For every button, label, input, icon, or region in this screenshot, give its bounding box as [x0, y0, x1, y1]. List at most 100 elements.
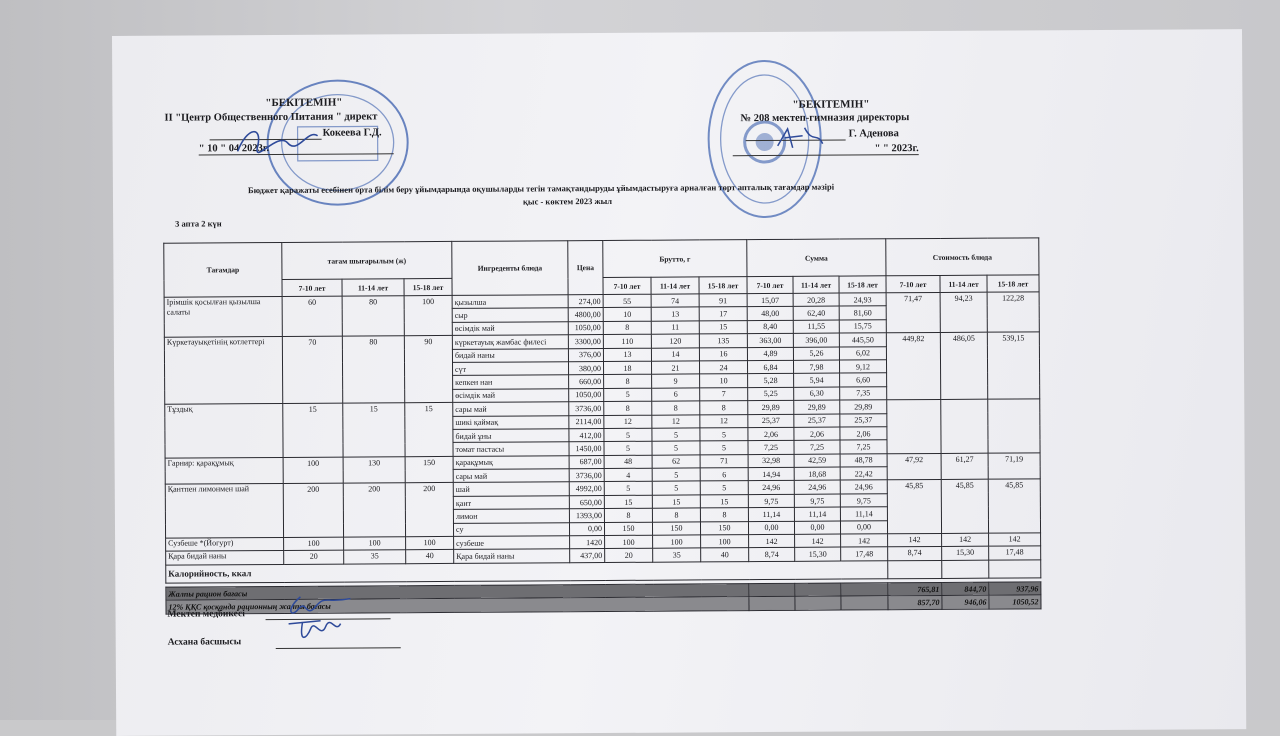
dish-portion: 20	[283, 550, 344, 565]
ingredient-brutto: 150	[604, 521, 653, 536]
dish-portion: 15	[282, 403, 344, 458]
ingredient-sum: 363,00	[747, 333, 794, 348]
dish-portion: 15	[404, 402, 454, 457]
ingredient-price: 274,00	[568, 294, 604, 309]
dish-portion: 40	[405, 549, 454, 564]
ingredient-brutto: 62	[652, 454, 701, 469]
ingredient-sum: 8,40	[747, 320, 794, 334]
ingredient-name: сузбеше	[453, 535, 570, 550]
dish-name: Ірімшік қосылған қызылша салаты	[164, 296, 283, 338]
ingredient-price: 660,00	[568, 374, 604, 389]
ingredient-sum: 11,14	[794, 507, 841, 521]
ingredient-name: сары май	[452, 401, 569, 416]
ingredient-sum: 22,42	[840, 466, 888, 481]
ingredient-name: лимон	[453, 508, 570, 524]
header-age-cost: 11-14 лет	[939, 275, 988, 293]
ingredient-brutto: 12	[651, 414, 700, 429]
document-subtitle: қыс - көктем 2023 жыл	[522, 195, 613, 207]
ingredient-name: қант	[453, 495, 570, 510]
ingredient-sum: 9,75	[840, 493, 888, 508]
dish-name: Тұздық	[164, 403, 284, 458]
dish-portion: 130	[343, 456, 406, 484]
ingredient-brutto: 8	[603, 401, 652, 416]
dish-portion: 200	[283, 483, 344, 538]
approval-left-title: "БЕКІТЕМІН"	[265, 96, 343, 110]
ingredient-brutto: 8	[603, 320, 652, 335]
ingredient-brutto: 48	[604, 454, 653, 469]
ingredient-brutto: 8	[700, 507, 749, 522]
ingredient-brutto: 15	[604, 495, 653, 509]
header-age-portion: 15-18 лет	[403, 278, 453, 296]
ingredient-price: 3736,00	[569, 468, 605, 483]
ingredient-brutto: 120	[651, 334, 700, 348]
ingredient-sum: 81,60	[839, 306, 887, 320]
ingredient-name: сары май	[453, 468, 570, 483]
ingredient-sum: 6,60	[839, 373, 887, 387]
ingredient-brutto: 7	[699, 387, 748, 402]
ingredient-name: сыр	[452, 308, 569, 323]
ingredient-sum: 7,35	[839, 386, 887, 401]
ingredient-price: 3300,00	[568, 334, 604, 349]
ingredient-brutto: 15	[699, 320, 748, 335]
dish-cost: 539,15	[987, 332, 1040, 400]
ingredient-name: бидай наны	[452, 348, 569, 363]
ingredient-brutto: 5	[652, 467, 701, 482]
ingredient-sum: 24,93	[839, 292, 887, 307]
header-price: Цена	[567, 240, 604, 295]
dish-cost: 94,23	[940, 292, 988, 333]
header-dishes: Тағамдар	[163, 242, 283, 298]
dish-cost: 45,85	[988, 479, 1041, 534]
dish-cost: 17,48	[988, 546, 1041, 560]
ingredient-brutto: 74	[651, 293, 700, 308]
total-blank	[748, 583, 795, 597]
dish-portion: 80	[342, 295, 405, 337]
header-age-brutto: 7-10 лет	[602, 277, 652, 295]
vat-total-value: 1050,52	[988, 595, 1042, 609]
week-day-label: 3 апта 2 күн	[175, 218, 222, 229]
ingredient-brutto: 8	[604, 508, 653, 523]
dish-portion: 100	[283, 537, 344, 551]
dish-portion: 200	[343, 483, 406, 538]
ingredient-brutto: 4	[604, 468, 653, 482]
ingredient-sum: 24,96	[840, 480, 888, 494]
ingredient-brutto: 18	[603, 361, 652, 375]
header-age-sum: 15-18 лет	[838, 275, 887, 294]
ingredient-sum: 5,25	[747, 387, 794, 401]
ingredient-sum: 20,28	[793, 293, 840, 307]
signature-nurse	[288, 596, 351, 639]
dish-name: Гарнир: қарақұмық	[165, 457, 284, 485]
ingredient-brutto: 5	[603, 387, 652, 402]
total-blank	[794, 582, 841, 597]
ingredient-price: 412,00	[568, 428, 604, 443]
dish-cost	[940, 399, 989, 454]
ingredient-sum: 25,37	[793, 413, 840, 428]
header-age-brutto: 11-14 лет	[650, 276, 700, 295]
ingredient-brutto: 21	[651, 360, 700, 375]
ingredient-sum: 142	[748, 534, 795, 549]
ingredient-name: Қара бидай наны	[453, 549, 570, 564]
total-value: 937,96	[988, 581, 1041, 596]
ingredient-price: 1420	[569, 535, 605, 550]
header-age-cost: 7-10 лет	[885, 275, 941, 293]
ingredient-sum: 4,89	[747, 346, 794, 361]
ingredient-sum: 2,06	[839, 426, 887, 441]
ingredient-sum: 48,78	[840, 453, 888, 468]
dish-portion: 60	[282, 296, 343, 337]
dish-portion: 100	[405, 536, 454, 551]
dish-portion: 200	[405, 482, 454, 537]
ingredient-sum: 5,28	[747, 373, 794, 388]
header-age-cost: 15-18 лет	[986, 274, 1040, 293]
ingredient-brutto: 91	[699, 293, 748, 308]
dish-portion: 100	[404, 295, 453, 336]
header-ingredients: Ингреденты блюда	[451, 240, 569, 296]
ingredient-sum: 396,00	[793, 333, 840, 347]
ingredient-brutto: 5	[651, 427, 700, 442]
header-age-sum: 7-10 лет	[746, 276, 794, 294]
calories-value	[988, 559, 1041, 578]
dish-cost: 71,47	[886, 292, 941, 333]
ingredient-price: 1393,00	[569, 508, 605, 523]
ingredient-brutto: 110	[603, 334, 652, 349]
total-value: 844,70	[941, 581, 989, 596]
approval-left-name: Кокеева Г.Д.	[322, 127, 382, 139]
ingredient-brutto: 5	[651, 441, 701, 455]
